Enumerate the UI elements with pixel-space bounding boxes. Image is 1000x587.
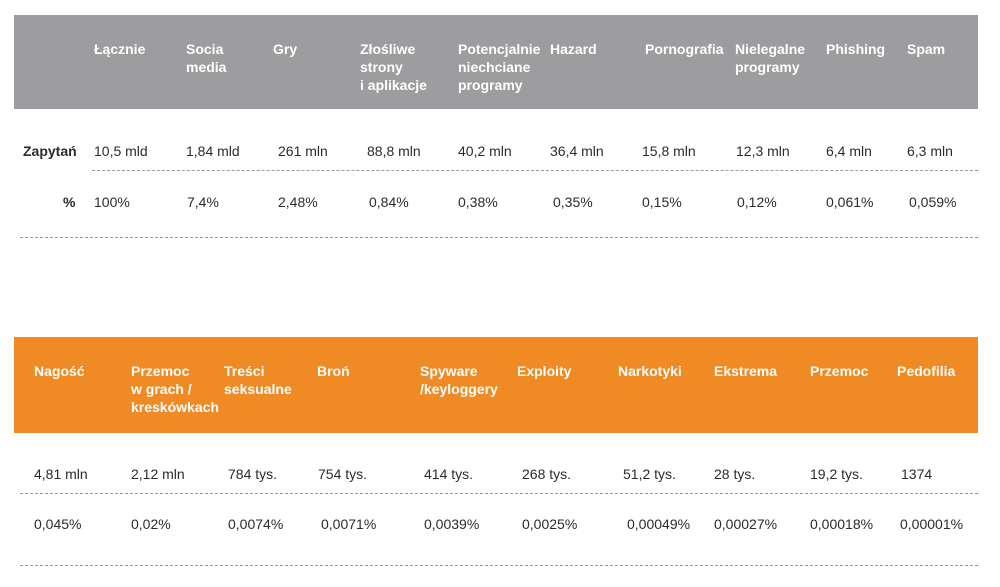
- table-cell: 0,84%: [369, 194, 409, 210]
- header-cell: Przemoc w grach / kreskówkach: [131, 363, 219, 415]
- table-cell: 0,15%: [642, 194, 682, 210]
- table-2-header: Nagość Przemoc w grach / kreskówkach Tre…: [14, 337, 978, 433]
- table-cell: 0,0039%: [424, 516, 480, 532]
- header-cell: Nagość: [34, 363, 85, 379]
- header-cell: Socia media: [186, 41, 227, 75]
- table-cell: 15,8 mln: [642, 143, 696, 159]
- table-cell: 6,3 mln: [907, 143, 953, 159]
- table-cell: 0,00018%: [810, 516, 874, 532]
- table-cell: 0,00049%: [627, 516, 691, 532]
- header-cell: Treści seksualne: [224, 363, 292, 397]
- table-cell: 0,059%: [909, 194, 957, 210]
- table-cell: 0,0071%: [321, 516, 377, 532]
- header-cell: Spam: [907, 41, 946, 57]
- table-cell: 0,12%: [737, 194, 777, 210]
- table-cell: 261 mln: [278, 143, 328, 159]
- table-cell: 19,2 tys.: [810, 466, 863, 482]
- table-cell: 10,5 mld: [94, 143, 148, 159]
- header-cell: Łącznie: [94, 41, 146, 57]
- table-cell: 754 tys.: [318, 466, 368, 482]
- header-cell: Narkotyki: [618, 363, 682, 379]
- table-divider: [20, 565, 978, 566]
- table-cell: 784 tys.: [228, 466, 278, 482]
- table-2: Nagość Przemoc w grach / kreskówkach Tre…: [14, 0, 978, 587]
- table-divider: [20, 237, 978, 238]
- header-cell: Nielegalne programy: [735, 41, 806, 75]
- table-cell: 6,4 mln: [826, 143, 872, 159]
- table-cell: 1,84 mld: [186, 143, 240, 159]
- table-cell: 4,81 mln: [34, 466, 88, 482]
- row-label: %: [63, 194, 76, 210]
- table-cell: 0,00001%: [900, 516, 964, 532]
- row-divider: [92, 170, 978, 171]
- table-cell: 268 tys.: [522, 466, 572, 482]
- table-cell: 7,4%: [187, 194, 219, 210]
- table-cell: 2,48%: [278, 194, 318, 210]
- table-cell: 88,8 mln: [367, 143, 421, 159]
- table-cell: 51,2 tys.: [623, 466, 676, 482]
- table-cell: 0,0025%: [522, 516, 578, 532]
- table-1-header: Łącznie Socia media Gry Złośliwe strony …: [14, 15, 978, 109]
- table-cell: 0,38%: [458, 194, 498, 210]
- header-cell: Exploity: [517, 363, 572, 379]
- table-cell: 0,045%: [34, 516, 82, 532]
- table-cell: 0,0074%: [228, 516, 284, 532]
- header-cell: Gry: [273, 41, 298, 57]
- header-cell: Broń: [317, 363, 350, 379]
- table-cell: 1374: [901, 466, 933, 482]
- header-cell: Przemoc: [810, 363, 869, 379]
- header-cell: Złośliwe strony i aplikacje: [360, 41, 427, 93]
- row-label: Zapytań: [23, 143, 77, 159]
- table-cell: 0,061%: [826, 194, 874, 210]
- table-cell: 0,00027%: [714, 516, 778, 532]
- table-cell: 0,02%: [131, 516, 171, 532]
- table-cell: 36,4 mln: [550, 143, 604, 159]
- table-cell: 414 tys.: [424, 466, 474, 482]
- table-cell: 2,12 mln: [131, 466, 185, 482]
- row-divider: [20, 493, 978, 494]
- table-cell: 40,2 mln: [458, 143, 512, 159]
- header-cell: Phishing: [826, 41, 886, 57]
- table-cell: 100%: [94, 194, 130, 210]
- table-cell: 12,3 mln: [736, 143, 790, 159]
- table-cell: 0,35%: [553, 194, 593, 210]
- header-cell: Ekstrema: [714, 363, 778, 379]
- header-cell: Potencjalnie niechciane programy: [458, 41, 541, 93]
- header-cell: Pornografia: [645, 41, 724, 57]
- table-1: Łącznie Socia media Gry Złośliwe strony …: [14, 0, 978, 260]
- table-cell: 28 tys.: [714, 466, 756, 482]
- header-cell: Spyware /keyloggery: [420, 363, 498, 397]
- header-cell: Pedofilia: [897, 363, 956, 379]
- header-cell: Hazard: [550, 41, 597, 57]
